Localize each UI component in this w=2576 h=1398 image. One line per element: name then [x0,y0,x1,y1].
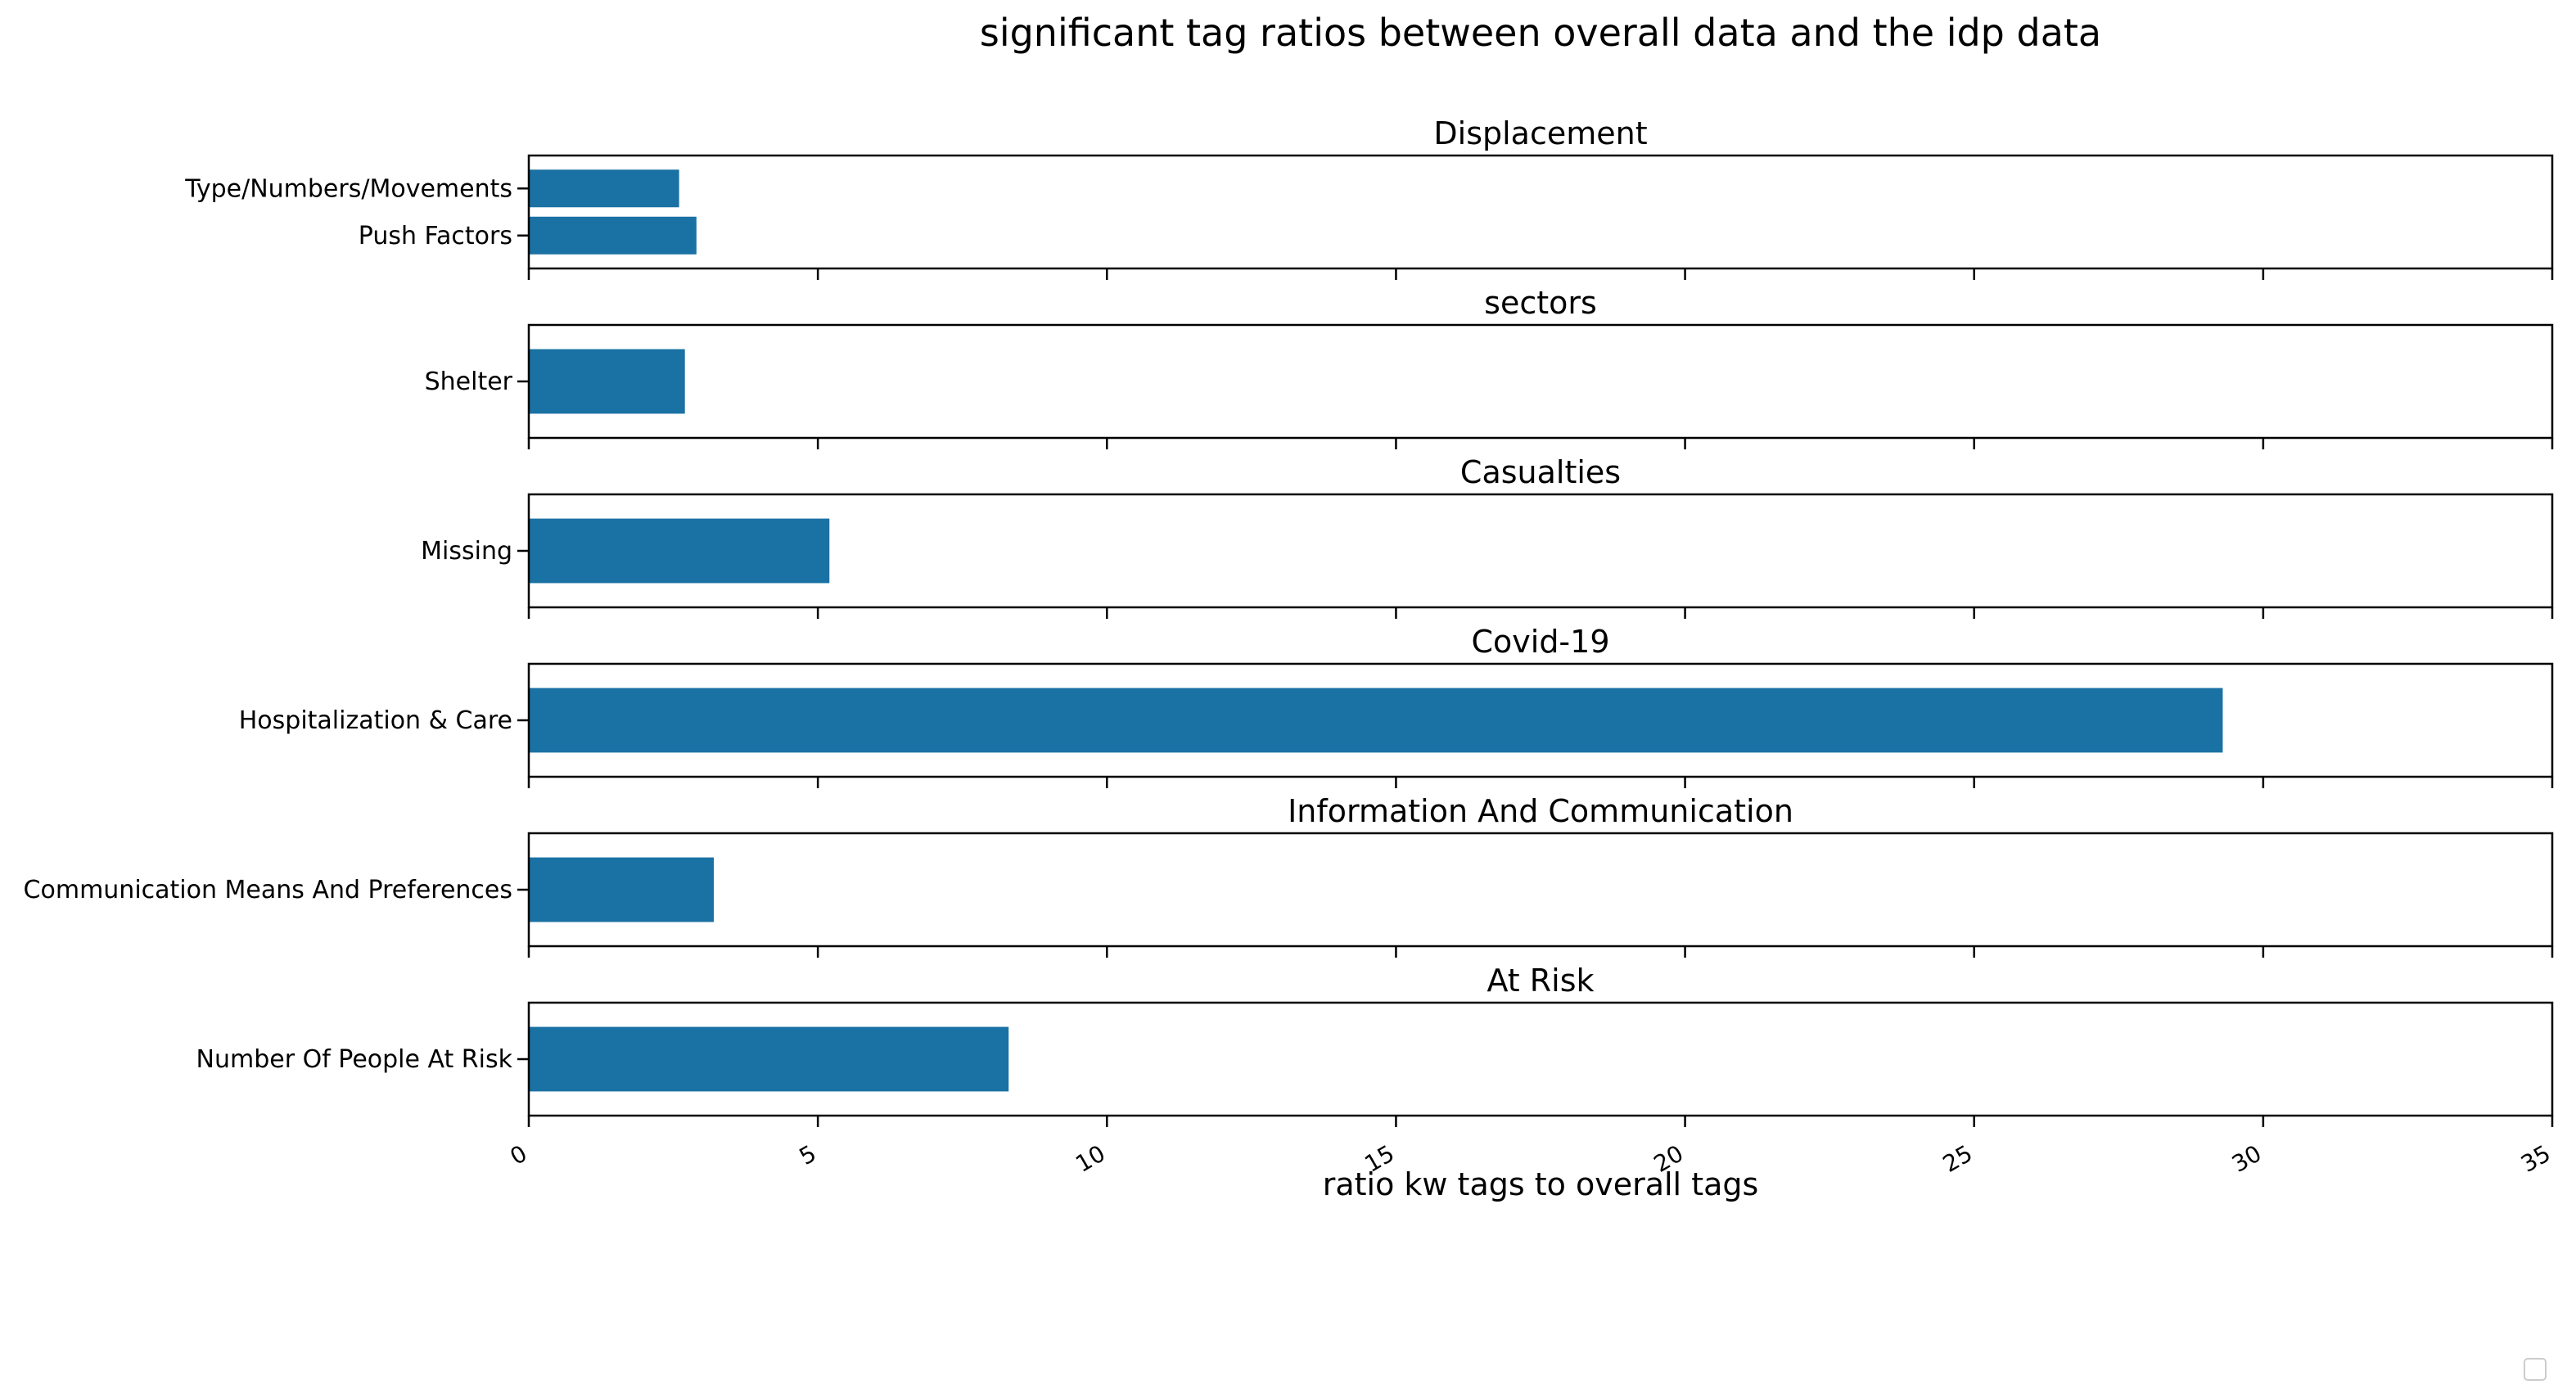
chart-title: significant tag ratios between overall d… [980,11,2101,55]
bar-number-of-people-at-risk [529,1026,1009,1092]
panel-information-and-communication: Information And Communication Communicati… [24,793,2554,958]
x-tick-label: 30 [2227,1139,2266,1177]
panel-title: Casualties [1460,454,1621,490]
panel-frame [527,832,2554,948]
chart-panels: Displacement Type/Numbers/Movements Push F… [24,115,2554,1127]
category-label: Hospitalization & Care [239,706,512,735]
x-tick-label: 10 [1071,1139,1109,1177]
bar-missing [529,518,830,584]
bar-type-numbers-movements [529,169,679,208]
panel-title: sectors [1484,285,1597,321]
bar-shelter [529,349,685,414]
panel-frame [527,323,2554,440]
x-tick-label: 0 [506,1139,532,1170]
panel-sectors: sectors Shelter [425,285,2554,449]
panel-title: Displacement [1433,115,1647,151]
panel-title: At Risk [1487,963,1594,999]
bar-hospitalization-care [529,688,2223,753]
panel-displacement: Displacement Type/Numbers/Movements Push F… [184,115,2554,280]
panel-frame [527,662,2554,778]
panel-frame [527,154,2554,270]
category-label: Type/Numbers/Movements [184,174,512,203]
category-label: Number Of People At Risk [196,1045,513,1074]
category-label: Push Factors [359,222,512,250]
category-label: Shelter [425,368,513,396]
x-tick-label: 25 [1938,1139,1977,1177]
category-label: Communication Means And Preferences [24,876,512,904]
x-tick-label: 35 [2516,1139,2555,1177]
panel-covid-19: Covid-19 Hospitalization & Care [239,624,2554,788]
x-axis-label: ratio kw tags to overall tags [1323,1166,1759,1202]
panel-frame [527,1001,2554,1117]
bar-push-factors [529,216,697,255]
panel-casualties: Casualties Missing [421,454,2554,619]
panel-frame [527,493,2554,609]
panel-title: Covid-19 [1471,624,1609,660]
x-tick-label: 5 [795,1139,821,1170]
panel-at-risk: At Risk Number Of People At Risk [196,963,2554,1127]
legend-box [2524,1358,2547,1381]
panel-title: Information And Communication [1288,793,1793,829]
category-label: Missing [421,537,512,566]
bar-communication-means-and-preferences [529,857,715,922]
